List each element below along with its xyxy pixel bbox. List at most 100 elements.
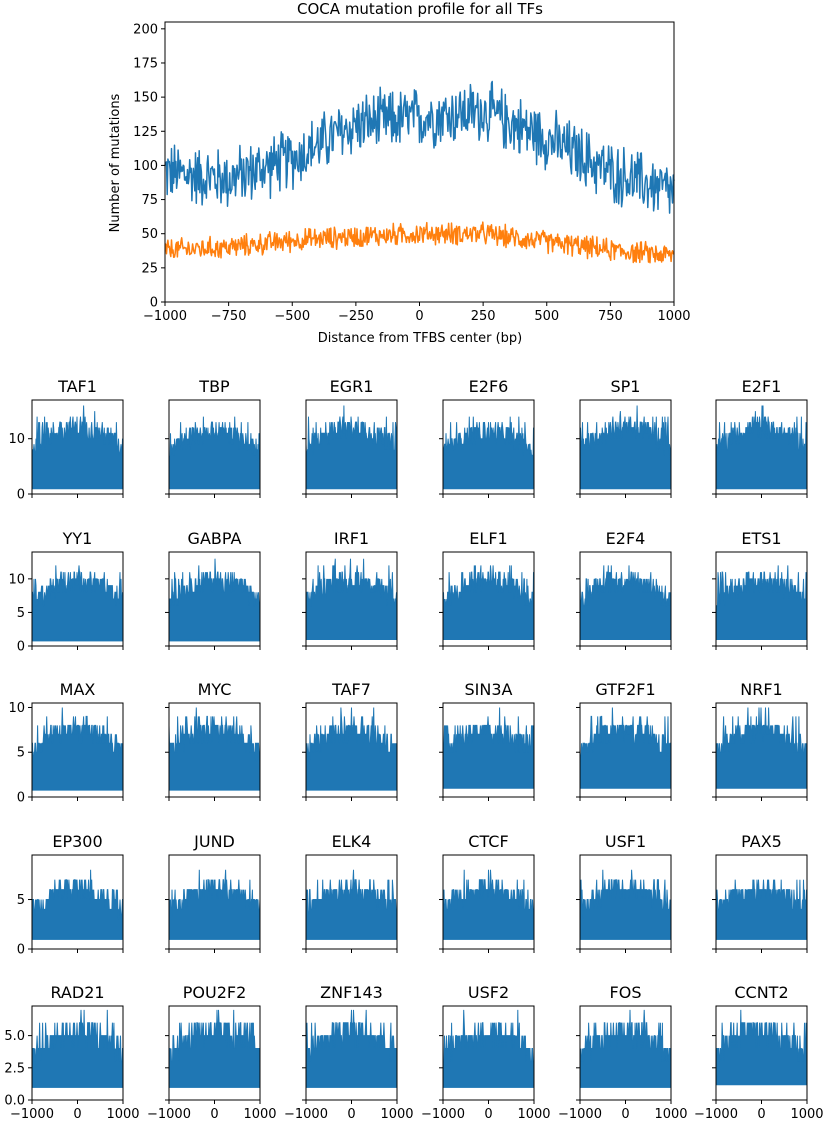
panel-title: SP1	[611, 377, 641, 396]
panel-sp1: SP1	[576, 377, 672, 498]
panel-signal	[442, 416, 535, 489]
main-chart-ylabel: Number of mutations	[108, 93, 123, 232]
panel-title: EP300	[52, 832, 102, 851]
panel-y-tick-label: 2.5	[4, 1061, 25, 1076]
main-x-tick-label: −750	[211, 309, 247, 324]
panel-fos: FOS −1000 0 1000	[558, 983, 688, 1122]
panel-x-tick-label: 0	[73, 1107, 81, 1122]
panel-x-tick-label: 0	[484, 1107, 492, 1122]
panel-x-tick-label: 1000	[517, 1107, 550, 1122]
panel-title: ZNF143	[320, 983, 383, 1002]
panel-ccnt2: CCNT2 −1000 0 1000	[694, 983, 824, 1122]
panel-title: YY1	[62, 529, 93, 548]
panel-title: ELK4	[332, 832, 372, 851]
panel-y-tick-label: 5	[17, 746, 25, 761]
main-x-tick-label: 500	[534, 309, 559, 324]
main-x-tick-label: −500	[274, 309, 310, 324]
panel-egr1: EGR1	[302, 377, 398, 498]
panel-irf1: IRF1	[302, 529, 398, 650]
main-x-tick-label: 250	[471, 309, 496, 324]
panel-jund: JUND	[165, 832, 261, 953]
panel-signal	[305, 869, 398, 940]
main-series-line-1	[164, 80, 675, 214]
panel-title: E2F1	[742, 377, 782, 396]
panel-y-tick-label: 5	[17, 893, 25, 908]
panel-title: NRF1	[740, 680, 782, 699]
main-y-tick-label: 75	[141, 193, 158, 208]
panel-x-tick-label: 1000	[243, 1107, 276, 1122]
main-chart: COCA mutation profile for all TFs Number…	[108, 0, 691, 346]
small-multiples-grid: TAF1 0 10 TBP EGR1 E2F6 SP1 E2F1 YY1 0 5 10 GABPA IRF…	[4, 377, 823, 1122]
panel-signal	[715, 405, 808, 489]
panel-signal	[579, 1009, 672, 1088]
main-plot-area: −1000 −750 −500 −250 0 250 500 750 1000 0 25 50 75 10…	[133, 21, 691, 324]
panel-signal	[168, 1009, 261, 1088]
panel-title: TBP	[198, 377, 230, 396]
panel-signal	[305, 558, 398, 640]
panel-y-tick-label: 10	[8, 701, 25, 716]
panel-e2f4: E2F4	[576, 529, 672, 650]
panel-signal	[168, 707, 261, 791]
panel-signal	[442, 1009, 535, 1088]
panel-title: ELF1	[469, 529, 507, 548]
panel-y-tick-label: 0	[17, 943, 25, 958]
panel-title: E2F4	[606, 529, 646, 548]
panel-title: CTCF	[468, 832, 508, 851]
panel-usf1: USF1	[576, 832, 672, 953]
panel-ets1: ETS1	[712, 529, 808, 650]
panel-x-tick-label: 0	[621, 1107, 629, 1122]
panel-signal	[31, 1009, 124, 1088]
panel-y-tick-label: 10	[8, 432, 25, 447]
panel-signal	[715, 707, 808, 789]
panel-x-tick-label: 0	[210, 1107, 218, 1122]
panel-signal	[31, 405, 124, 489]
panel-x-tick-label: 1000	[654, 1107, 687, 1122]
panel-x-tick-label: 0	[347, 1107, 355, 1122]
main-chart-xlabel: Distance from TFBS center (bp)	[318, 331, 522, 346]
main-x-tick-label: 750	[598, 309, 623, 324]
panel-title: IRF1	[334, 529, 369, 548]
panel-title: PAX5	[741, 832, 782, 851]
panel-y-tick-label: 5.0	[4, 1029, 25, 1044]
panel-ep300: EP300 0 5	[17, 832, 124, 958]
panel-usf2: USF2 −1000 0 1000	[421, 983, 551, 1122]
panel-znf143: ZNF143 −1000 0 1000	[284, 983, 414, 1122]
main-y-tick-label: 175	[133, 56, 158, 71]
panel-x-tick-label: 1000	[106, 1107, 139, 1122]
main-x-tick-label: 0	[415, 309, 423, 324]
panel-elf1: ELF1	[439, 529, 535, 650]
main-y-tick-label: 25	[141, 261, 158, 276]
main-x-tick-label: −250	[338, 309, 374, 324]
panel-x-tick-label: −1000	[147, 1107, 191, 1122]
panel-x-tick-label: −1000	[694, 1107, 738, 1122]
panel-signal	[579, 707, 672, 789]
panel-max: MAX 0 5 10	[8, 680, 124, 806]
panel-title: TAF7	[331, 680, 371, 699]
panel-y-tick-label: 0.0	[4, 1094, 25, 1109]
panel-title: GABPA	[188, 529, 242, 548]
panel-rad21: RAD21 −1000 0 1000 0.0 2.5 5.0	[4, 983, 139, 1122]
panel-sin3a: SIN3A	[439, 680, 535, 801]
panel-signal	[31, 565, 124, 642]
panel-y-tick-label: 0	[17, 488, 25, 503]
panel-pou2f2: POU2F2 −1000 0 1000	[147, 983, 277, 1122]
panel-y-tick-label: 0	[17, 791, 25, 806]
panel-elk4: ELK4	[302, 832, 398, 953]
panel-taf7: TAF7	[302, 680, 398, 801]
panel-title: ETS1	[741, 529, 781, 548]
panel-signal	[31, 707, 124, 791]
panel-pax5: PAX5	[712, 832, 808, 953]
panel-title: E2F6	[469, 377, 509, 396]
panel-title: EGR1	[330, 377, 374, 396]
main-y-tick-label: 150	[133, 91, 158, 106]
panel-x-tick-label: −1000	[10, 1107, 54, 1122]
panel-gabpa: GABPA	[165, 529, 261, 650]
panel-signal	[305, 1009, 398, 1088]
main-y-tick-label: 100	[133, 159, 158, 174]
main-y-tick-label: 50	[141, 227, 158, 242]
panel-x-tick-label: −1000	[284, 1107, 328, 1122]
panel-title: MAX	[60, 680, 96, 699]
panel-title: SIN3A	[465, 680, 513, 699]
panel-signal	[31, 869, 124, 940]
